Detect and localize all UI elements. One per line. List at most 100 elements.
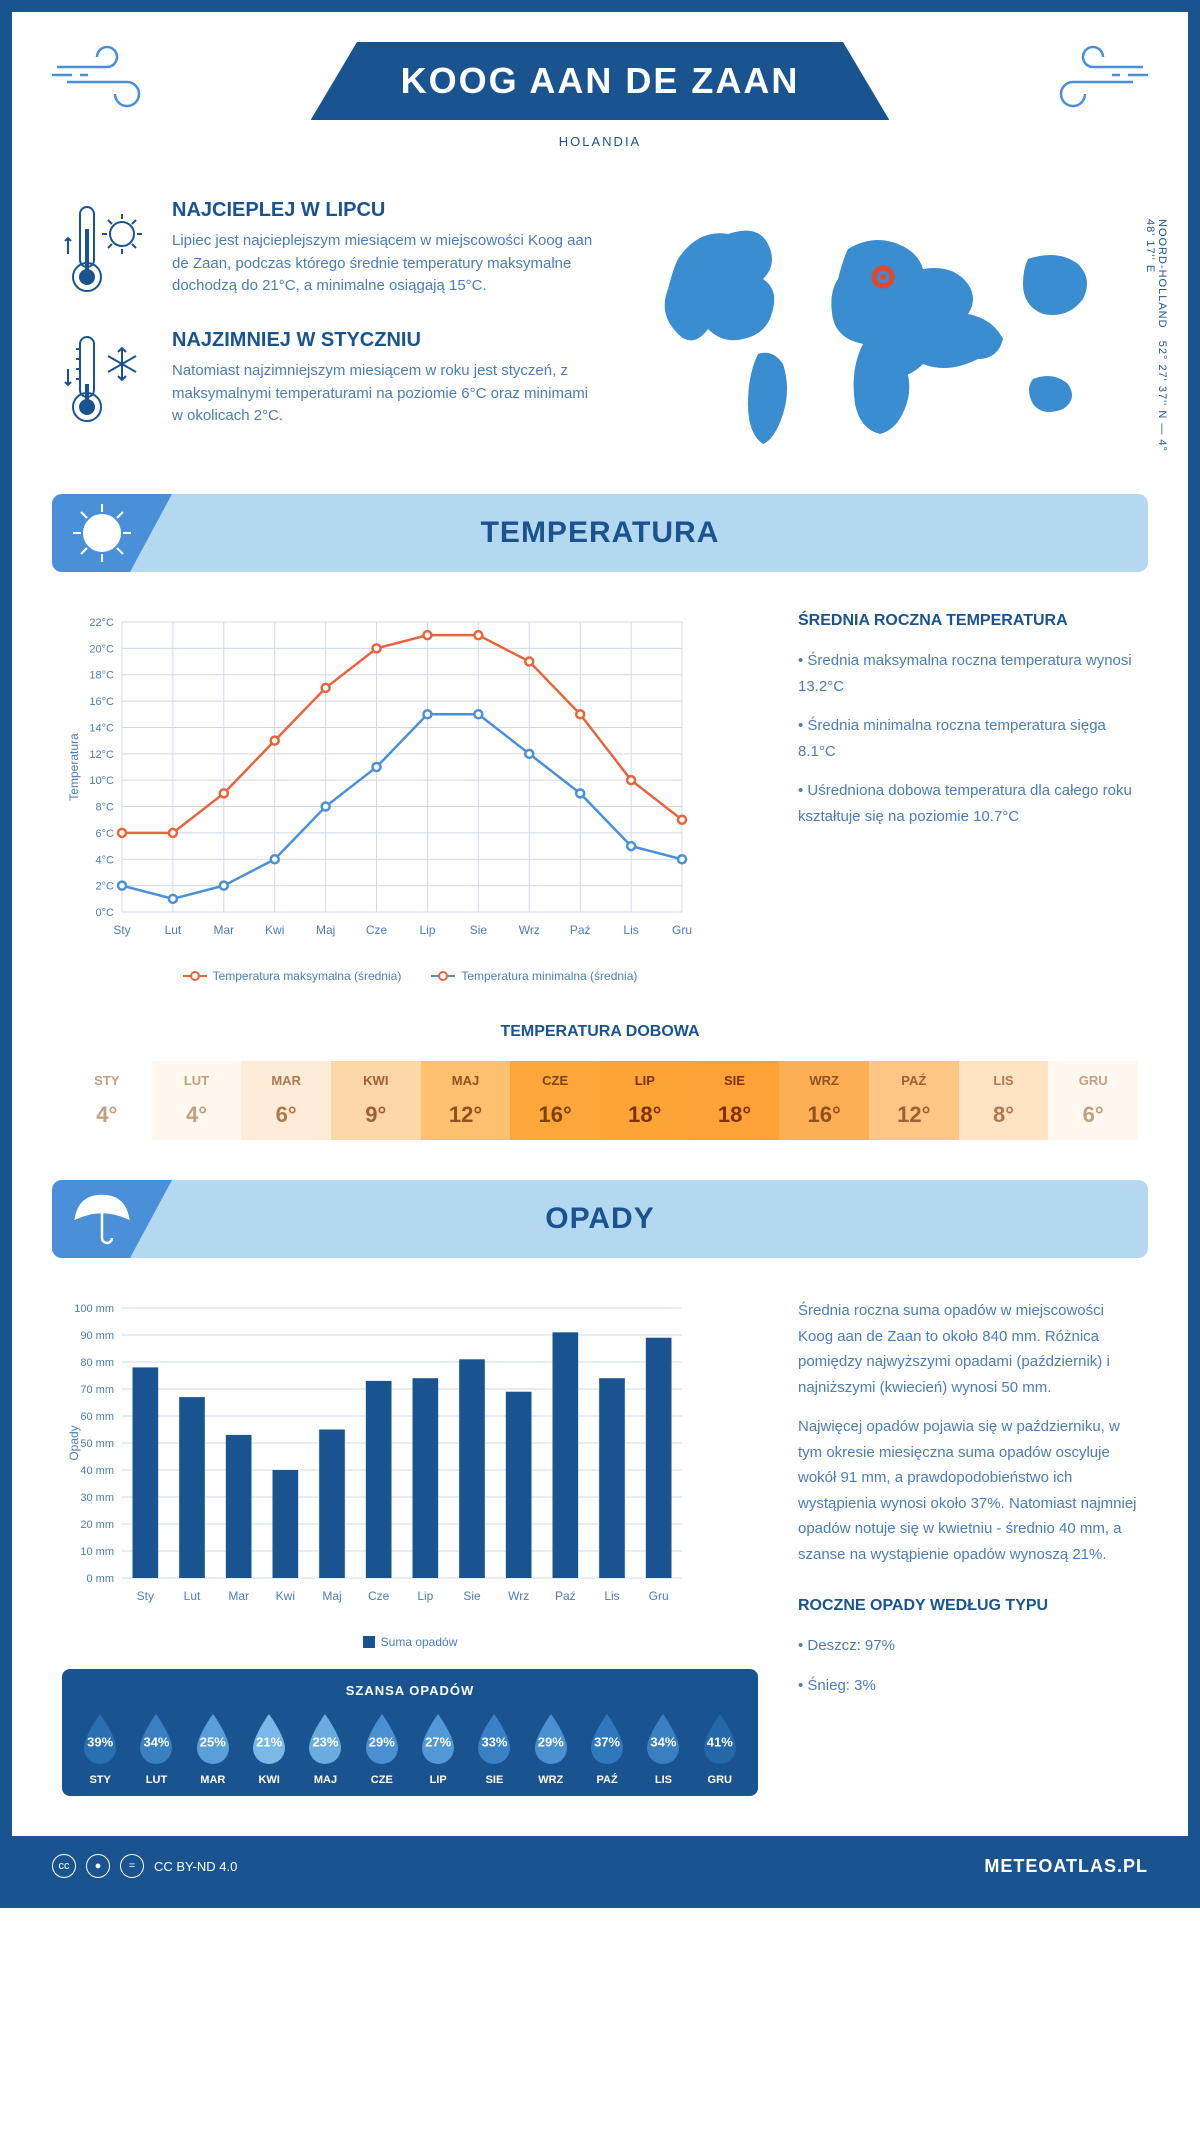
chance-drop: 23%MAJ: [301, 1710, 349, 1786]
svg-text:50 mm: 50 mm: [80, 1438, 114, 1450]
hottest-text: Lipiec jest najcieplejszym miesiącem w m…: [172, 230, 598, 298]
precipitation-chart: 0 mm10 mm20 mm30 mm40 mm50 mm60 mm70 mm8…: [62, 1298, 758, 1796]
temperature-header: TEMPERATURA: [52, 494, 1148, 572]
thermometer-hot-icon: [62, 199, 152, 299]
svg-text:100 mm: 100 mm: [74, 1303, 114, 1315]
license: cc ● = CC BY-ND 4.0: [52, 1854, 237, 1878]
hottest-block: NAJCIEPLEJ W LIPCU Lipiec jest najcieple…: [62, 199, 598, 299]
svg-text:20 mm: 20 mm: [80, 1519, 114, 1531]
svg-text:Sty: Sty: [137, 1589, 154, 1603]
type-item: • Deszcz: 97%: [798, 1633, 1138, 1659]
svg-text:0°C: 0°C: [96, 907, 115, 919]
intro-text-column: NAJCIEPLEJ W LIPCU Lipiec jest najcieple…: [62, 199, 598, 464]
summary-item: • Średnia maksymalna roczna temperatura …: [798, 648, 1138, 699]
svg-text:60 mm: 60 mm: [80, 1411, 114, 1423]
daily-temp-cell: GRU6°: [1048, 1061, 1138, 1140]
temperature-legend: .legend-line:nth-child(1)::after{border-…: [62, 969, 758, 983]
svg-text:Paź: Paź: [555, 1589, 576, 1603]
svg-text:Kwi: Kwi: [276, 1589, 295, 1603]
precip-type-title: ROCZNE OPADY WEDŁUG TYPU: [798, 1597, 1138, 1615]
daily-temp-cell: PAŹ12°: [869, 1061, 959, 1140]
svg-text:Maj: Maj: [316, 923, 335, 937]
svg-text:18°C: 18°C: [89, 670, 114, 682]
svg-text:Lut: Lut: [165, 923, 182, 937]
svg-text:Mar: Mar: [228, 1589, 249, 1603]
footer: cc ● = CC BY-ND 4.0 METEOATLAS.PL: [12, 1836, 1188, 1896]
precip-text-1: Średnia roczna suma opadów w miejscowośc…: [798, 1298, 1138, 1400]
page-title: KOOG AAN DE ZAAN: [401, 60, 800, 102]
svg-text:Paź: Paź: [570, 923, 591, 937]
svg-text:Gru: Gru: [649, 1589, 669, 1603]
svg-text:Kwi: Kwi: [265, 923, 284, 937]
precipitation-chart-section: 0 mm10 mm20 mm30 mm40 mm50 mm60 mm70 mm8…: [12, 1258, 1188, 1836]
chance-drop: 37%PAŹ: [583, 1710, 631, 1786]
daily-temperature: TEMPERATURA DOBOWA STY4°LUT4°MAR6°KWI9°M…: [12, 1023, 1188, 1180]
svg-text:Cze: Cze: [366, 923, 388, 937]
coldest-title: NAJZIMNIEJ W STYCZNIU: [172, 329, 598, 352]
chance-drop: 21%KWI: [245, 1710, 293, 1786]
temperature-chart: 0°C2°C4°C6°C8°C10°C12°C14°C16°C18°C20°C2…: [62, 612, 758, 983]
svg-text:14°C: 14°C: [89, 722, 114, 734]
daily-temp-cell: LIP18°: [600, 1061, 690, 1140]
svg-text:Opady: Opady: [67, 1425, 81, 1460]
chance-drop: 34%LUT: [132, 1710, 180, 1786]
type-item: • Śnieg: 3%: [798, 1673, 1138, 1699]
svg-text:Gru: Gru: [672, 923, 692, 937]
daily-temp-cell: MAJ12°: [421, 1061, 511, 1140]
cc-icon: cc: [52, 1854, 76, 1878]
svg-text:Lis: Lis: [604, 1589, 619, 1603]
daily-temp-cell: MAR6°: [241, 1061, 331, 1140]
temperature-summary: ŚREDNIA ROCZNA TEMPERATURA • Średnia mak…: [798, 612, 1138, 983]
annual-temp-title: ŚREDNIA ROCZNA TEMPERATURA: [798, 612, 1138, 630]
svg-text:4°C: 4°C: [96, 854, 115, 866]
coldest-block: NAJZIMNIEJ W STYCZNIU Natomiast najzimni…: [62, 329, 598, 429]
svg-text:Sie: Sie: [470, 923, 488, 937]
daily-temp-cell: KWI9°: [331, 1061, 421, 1140]
daily-temp-cell: WRZ16°: [779, 1061, 869, 1140]
coordinates: NOORD-HOLLAND 52° 27' 37'' N — 4° 48' 17…: [1144, 219, 1168, 464]
summary-item: • Uśredniona dobowa temperatura dla całe…: [798, 778, 1138, 829]
svg-text:Mar: Mar: [213, 923, 234, 937]
svg-text:40 mm: 40 mm: [80, 1465, 114, 1477]
svg-text:Wrz: Wrz: [519, 923, 540, 937]
svg-text:30 mm: 30 mm: [80, 1492, 114, 1504]
svg-text:10°C: 10°C: [89, 775, 114, 787]
svg-text:0 mm: 0 mm: [87, 1573, 115, 1585]
svg-text:20°C: 20°C: [89, 643, 114, 655]
precipitation-summary: Średnia roczna suma opadów w miejscowośc…: [798, 1298, 1138, 1796]
svg-text:Maj: Maj: [322, 1589, 341, 1603]
header: KOOG AAN DE ZAAN HOLANDIA: [12, 12, 1188, 169]
chance-drop: 27%LIP: [414, 1710, 462, 1786]
wind-icon-left: [52, 42, 162, 117]
svg-text:6°C: 6°C: [96, 828, 115, 840]
svg-text:Cze: Cze: [368, 1589, 390, 1603]
daily-temp-cell: LIS8°: [959, 1061, 1049, 1140]
hottest-title: NAJCIEPLEJ W LIPCU: [172, 199, 598, 222]
chance-title: SZANSA OPADÓW: [72, 1683, 748, 1698]
nd-icon: =: [120, 1854, 144, 1878]
chance-drop: 41%GRU: [696, 1710, 744, 1786]
precipitation-legend: Suma opadów: [62, 1635, 758, 1649]
daily-temp-cell: LUT4°: [152, 1061, 242, 1140]
svg-text:12°C: 12°C: [89, 749, 114, 761]
chance-drop: 29%CZE: [358, 1710, 406, 1786]
page: KOOG AAN DE ZAAN HOLANDIA NAJCIEPLEJ W L…: [0, 0, 1200, 1908]
chance-drop: 33%SIE: [470, 1710, 518, 1786]
precipitation-title: OPADY: [74, 1202, 1126, 1236]
svg-text:Sty: Sty: [113, 923, 130, 937]
svg-text:Lip: Lip: [417, 1589, 433, 1603]
umbrella-icon: [67, 1184, 137, 1254]
svg-text:80 mm: 80 mm: [80, 1357, 114, 1369]
chance-drop: 34%LIS: [639, 1710, 687, 1786]
temperature-title: TEMPERATURA: [74, 516, 1126, 550]
svg-text:10 mm: 10 mm: [80, 1546, 114, 1558]
world-map: NOORD-HOLLAND 52° 27' 37'' N — 4° 48' 17…: [638, 199, 1138, 464]
thermometer-cold-icon: [62, 329, 152, 429]
svg-text:90 mm: 90 mm: [80, 1330, 114, 1342]
precipitation-header: OPADY: [52, 1180, 1148, 1258]
summary-item: • Średnia minimalna roczna temperatura s…: [798, 713, 1138, 764]
chance-drop: 29%WRZ: [527, 1710, 575, 1786]
title-banner: KOOG AAN DE ZAAN: [311, 42, 890, 120]
svg-text:2°C: 2°C: [96, 881, 115, 893]
wind-icon-right: [1038, 42, 1148, 117]
